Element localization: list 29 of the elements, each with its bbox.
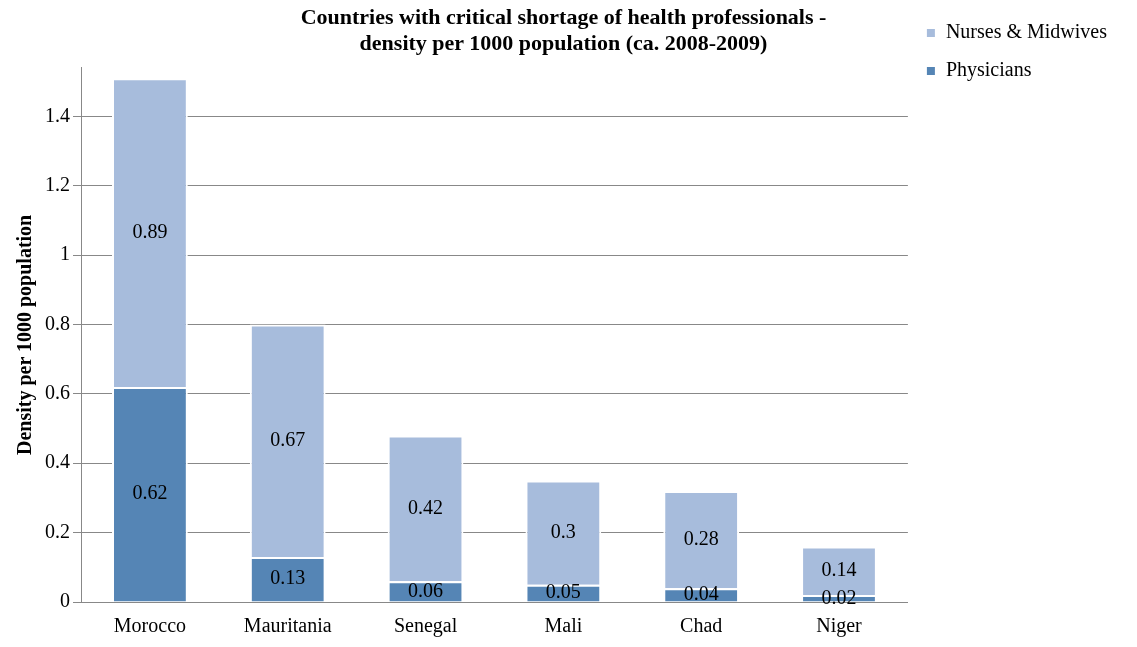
data-label: 0.28 <box>683 526 719 549</box>
y-tick-label: 0 <box>60 589 70 612</box>
x-tick-label: Niger <box>816 614 863 638</box>
y-tick-label: 1.4 <box>45 103 70 126</box>
x-tick-label: Morocco <box>113 614 187 637</box>
x-tick-label: Mauritania <box>243 614 332 637</box>
x-tick-label: Mali <box>544 614 583 637</box>
data-label: 0.13 <box>270 566 306 589</box>
data-label: 0.3 <box>550 519 576 542</box>
y-tick-label: 0.4 <box>45 450 70 473</box>
x-tick-label: Chad <box>680 614 723 637</box>
data-label: 0.67 <box>270 427 306 450</box>
data-label: 0.62 <box>132 481 168 504</box>
data-label: 0.05 <box>545 580 581 603</box>
legend-label: Nurses & Midwives <box>945 20 1108 43</box>
y-tick-label: 0.2 <box>45 519 70 542</box>
data-label: 0.06 <box>408 578 444 601</box>
y-tick-label: 1.2 <box>45 172 70 195</box>
chart-title: Countries with critical shortage of health professionals - density per 1000 population (ca. 2008-2009) <box>300 3 827 56</box>
y-axis-title: Density per 1000 population <box>13 214 37 456</box>
data-label: 0.89 <box>132 219 168 242</box>
data-label: 0.02 <box>821 585 857 608</box>
y-tick-label: 1 <box>60 242 70 265</box>
y-tick-label: 0.6 <box>45 381 70 404</box>
data-label: 0.14 <box>821 558 857 581</box>
legend-label: Physicians <box>945 58 1032 82</box>
data-label: 0.42 <box>408 495 444 518</box>
x-tick-label: Senegal <box>393 614 458 638</box>
y-tick-label: 0.8 <box>45 311 70 334</box>
